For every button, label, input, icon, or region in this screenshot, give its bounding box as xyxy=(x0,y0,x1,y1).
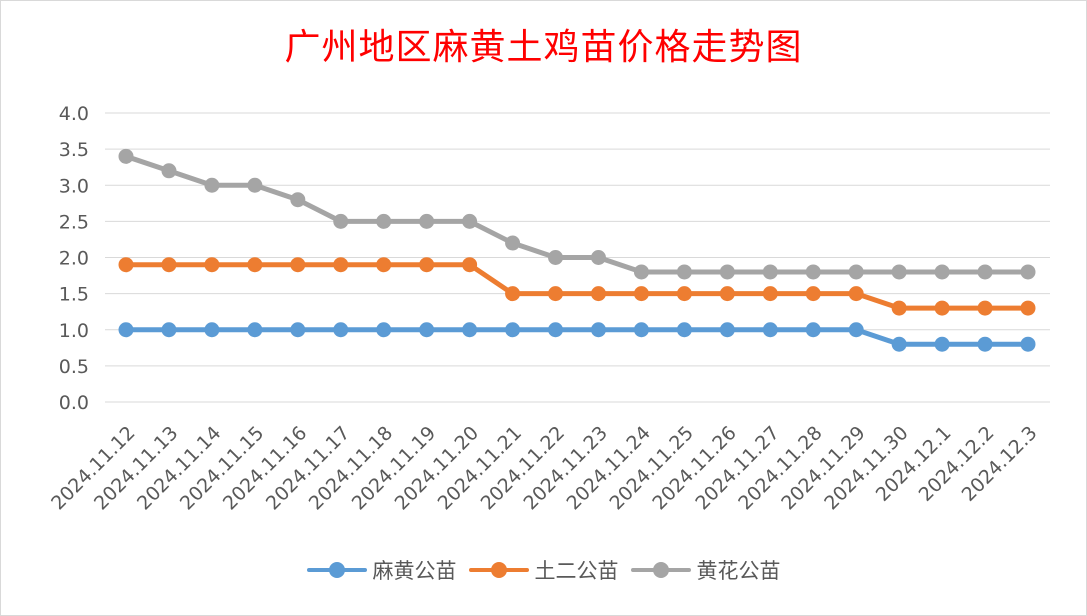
data-point xyxy=(290,322,306,338)
data-point xyxy=(848,322,864,338)
legend-item-tuer: 土二公苗 xyxy=(468,555,619,585)
legend-marker-tuer xyxy=(490,562,507,578)
data-point xyxy=(505,322,521,338)
data-point xyxy=(247,257,263,273)
legend-marker-mahuang xyxy=(328,562,345,578)
y-tick-label: 4.0 xyxy=(59,103,89,125)
legend-swatch-huanghua xyxy=(630,560,691,580)
series-line xyxy=(123,153,1031,275)
data-point xyxy=(805,322,821,338)
data-point xyxy=(1020,264,1036,280)
data-point xyxy=(161,163,177,179)
data-point xyxy=(548,250,564,265)
data-point xyxy=(590,286,606,302)
data-point xyxy=(977,264,993,280)
data-point xyxy=(505,235,521,251)
data-point xyxy=(247,322,263,338)
data-point xyxy=(805,286,821,302)
data-point xyxy=(762,322,778,338)
data-point xyxy=(633,286,649,302)
legend-swatch-tuer xyxy=(468,560,529,580)
series-0 xyxy=(118,322,1036,352)
data-point xyxy=(805,264,821,280)
data-point xyxy=(676,322,692,338)
chart-title: 广州地区麻黄土鸡苗价格走势图 xyxy=(284,27,803,68)
data-point xyxy=(204,322,220,338)
data-point xyxy=(891,300,907,316)
data-point xyxy=(548,322,564,338)
legend-label-tuer: 土二公苗 xyxy=(534,559,619,583)
series-line xyxy=(123,262,1031,311)
legend-marker-huanghua xyxy=(652,562,669,578)
data-point xyxy=(419,213,435,229)
y-tick-label: 2.0 xyxy=(59,248,89,270)
data-point xyxy=(333,322,349,338)
data-point xyxy=(118,257,134,273)
data-point xyxy=(419,322,435,338)
legend-swatch-mahuang xyxy=(306,560,367,580)
data-point xyxy=(676,286,692,302)
data-point xyxy=(719,264,735,280)
legend-label-huanghua: 黄花公苗 xyxy=(696,559,781,583)
data-point xyxy=(462,257,478,273)
data-point xyxy=(1020,336,1036,352)
data-point xyxy=(419,257,435,273)
x-axis: 2024.11.122024.11.132024.11.142024.11.15… xyxy=(47,422,1041,514)
data-point xyxy=(590,250,606,265)
data-point xyxy=(376,213,392,229)
y-tick-label: 0.5 xyxy=(59,356,89,378)
data-point xyxy=(204,177,220,193)
data-point xyxy=(118,148,134,164)
data-point xyxy=(590,322,606,338)
data-point xyxy=(290,257,306,273)
data-point xyxy=(977,336,993,352)
data-point xyxy=(462,322,478,338)
data-point xyxy=(161,322,177,338)
data-point xyxy=(977,300,993,316)
data-point xyxy=(376,322,392,338)
data-point xyxy=(204,257,220,273)
legend-item-huanghua: 黄花公苗 xyxy=(630,555,781,585)
data-point xyxy=(848,264,864,280)
data-point xyxy=(333,257,349,273)
data-point xyxy=(719,286,735,302)
data-point xyxy=(934,336,950,352)
legend-label-mahuang: 麻黄公苗 xyxy=(372,559,457,583)
data-point xyxy=(376,257,392,273)
y-axis: 0.0 0.5 1.0 1.5 2.0 2.5 3.0 3.5 4.0 xyxy=(59,103,89,414)
data-point xyxy=(333,213,349,229)
data-point xyxy=(290,192,306,208)
data-point xyxy=(462,213,478,229)
data-point xyxy=(247,177,263,193)
data-point xyxy=(633,322,649,338)
y-tick-label: 1.5 xyxy=(59,284,89,306)
legend-item-mahuang: 麻黄公苗 xyxy=(306,555,457,585)
data-point xyxy=(891,336,907,352)
data-point xyxy=(762,264,778,280)
legend: 麻黄公苗 土二公苗 黄花公苗 xyxy=(0,555,1087,585)
data-point xyxy=(1020,300,1036,316)
series-2 xyxy=(118,148,1036,280)
y-tick-label: 3.5 xyxy=(59,139,89,161)
series-line xyxy=(123,327,1031,347)
data-point xyxy=(848,286,864,302)
data-point xyxy=(676,264,692,280)
data-point xyxy=(719,322,735,338)
y-tick-label: 0.0 xyxy=(59,392,89,414)
data-point xyxy=(505,286,521,302)
y-tick-label: 3.0 xyxy=(59,175,89,197)
y-tick-label: 1.0 xyxy=(59,320,89,342)
data-point xyxy=(934,264,950,280)
data-point xyxy=(633,264,649,280)
data-point xyxy=(118,322,134,338)
data-point xyxy=(548,286,564,302)
series-1 xyxy=(118,257,1036,316)
data-point xyxy=(762,286,778,302)
data-point xyxy=(161,257,177,273)
data-point xyxy=(934,300,950,316)
data-point xyxy=(891,264,907,280)
y-tick-label: 2.5 xyxy=(59,211,89,233)
